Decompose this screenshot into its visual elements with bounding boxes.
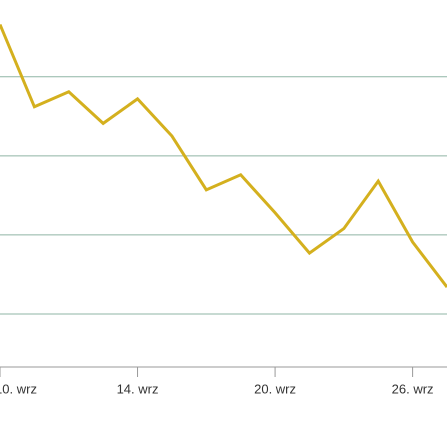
x-tick-label: 14. wrz [117, 381, 159, 396]
x-tick-label: 10. wrz [0, 381, 37, 396]
data-line [0, 23, 447, 289]
x-tick-label: 20. wrz [254, 381, 296, 396]
x-tick-label: 26. wrz [392, 381, 434, 396]
